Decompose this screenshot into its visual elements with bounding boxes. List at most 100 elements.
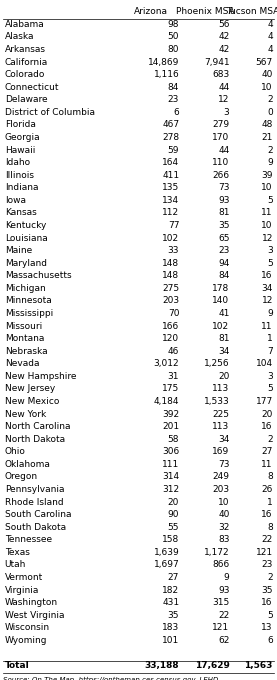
Text: 10: 10	[261, 184, 273, 192]
Text: 17,629: 17,629	[194, 661, 229, 670]
Text: 104: 104	[256, 359, 273, 369]
Text: New Jersey: New Jersey	[5, 384, 55, 394]
Text: 11: 11	[261, 460, 273, 469]
Text: Iowa: Iowa	[5, 196, 26, 205]
Text: 12: 12	[218, 95, 229, 104]
Text: 22: 22	[218, 611, 229, 619]
Text: 35: 35	[168, 611, 179, 619]
Text: Ohio: Ohio	[5, 447, 25, 456]
Text: 46: 46	[168, 347, 179, 356]
Text: South Carolina: South Carolina	[5, 510, 71, 519]
Text: 9: 9	[224, 573, 229, 582]
Text: Wyoming: Wyoming	[5, 636, 47, 645]
Text: 93: 93	[218, 585, 229, 594]
Text: 2: 2	[267, 435, 273, 444]
Text: Vermont: Vermont	[5, 573, 43, 582]
Text: 306: 306	[162, 447, 179, 456]
Text: 7: 7	[267, 347, 273, 356]
Text: Louisiana: Louisiana	[5, 233, 47, 243]
Text: 31: 31	[168, 372, 179, 381]
Text: New York: New York	[5, 409, 46, 419]
Text: 4: 4	[267, 33, 273, 41]
Text: 567: 567	[256, 58, 273, 67]
Text: Maine: Maine	[5, 246, 32, 255]
Text: 83: 83	[218, 535, 229, 544]
Text: 59: 59	[168, 146, 179, 154]
Text: 16: 16	[261, 422, 273, 431]
Text: 81: 81	[218, 208, 229, 218]
Text: 94: 94	[218, 258, 229, 268]
Text: 3,012: 3,012	[153, 359, 179, 369]
Text: Washington: Washington	[5, 598, 58, 607]
Text: 183: 183	[162, 624, 179, 632]
Text: 11: 11	[261, 322, 273, 330]
Text: 1,116: 1,116	[153, 70, 179, 79]
Text: 203: 203	[212, 485, 229, 494]
Text: Phoenix MSA: Phoenix MSA	[176, 7, 235, 16]
Text: Arkansas: Arkansas	[5, 45, 46, 54]
Text: Alaska: Alaska	[5, 33, 34, 41]
Text: 1,172: 1,172	[204, 548, 229, 557]
Text: 135: 135	[162, 184, 179, 192]
Text: 4: 4	[267, 20, 273, 29]
Text: 77: 77	[168, 221, 179, 230]
Text: 169: 169	[212, 447, 229, 456]
Text: Colorado: Colorado	[5, 70, 45, 79]
Text: 392: 392	[162, 409, 179, 419]
Text: 164: 164	[162, 158, 179, 167]
Text: 158: 158	[162, 535, 179, 544]
Text: 177: 177	[256, 397, 273, 406]
Text: Total: Total	[5, 661, 29, 670]
Text: 48: 48	[261, 120, 273, 129]
Text: Tennessee: Tennessee	[5, 535, 52, 544]
Text: Hawaii: Hawaii	[5, 146, 35, 154]
Text: 44: 44	[218, 146, 229, 154]
Text: 58: 58	[168, 435, 179, 444]
Text: 275: 275	[162, 284, 179, 293]
Text: 10: 10	[218, 498, 229, 507]
Text: 16: 16	[261, 271, 273, 280]
Text: 21: 21	[261, 133, 273, 142]
Text: 26: 26	[261, 485, 273, 494]
Text: 102: 102	[162, 233, 179, 243]
Text: 33,188: 33,188	[145, 661, 179, 670]
Text: Montana: Montana	[5, 334, 44, 343]
Text: 134: 134	[162, 196, 179, 205]
Text: 1,256: 1,256	[204, 359, 229, 369]
Text: South Dakota: South Dakota	[5, 523, 66, 532]
Text: Arizona: Arizona	[134, 7, 168, 16]
Text: 98: 98	[168, 20, 179, 29]
Text: 9: 9	[267, 309, 273, 318]
Text: Texas: Texas	[5, 548, 30, 557]
Text: 1: 1	[267, 334, 273, 343]
Text: 7,941: 7,941	[204, 58, 229, 67]
Text: Massachusetts: Massachusetts	[5, 271, 71, 280]
Text: California: California	[5, 58, 48, 67]
Text: 6: 6	[267, 636, 273, 645]
Text: 140: 140	[212, 296, 229, 305]
Text: Nevada: Nevada	[5, 359, 39, 369]
Text: 62: 62	[218, 636, 229, 645]
Text: 50: 50	[168, 33, 179, 41]
Text: 55: 55	[168, 523, 179, 532]
Text: 1,639: 1,639	[153, 548, 179, 557]
Text: 23: 23	[218, 246, 229, 255]
Text: 3: 3	[267, 372, 273, 381]
Text: 14,869: 14,869	[148, 58, 179, 67]
Text: 93: 93	[218, 196, 229, 205]
Text: 56: 56	[218, 20, 229, 29]
Text: Connecticut: Connecticut	[5, 83, 59, 92]
Text: 8: 8	[267, 523, 273, 532]
Text: Utah: Utah	[5, 560, 26, 569]
Text: Rhode Island: Rhode Island	[5, 498, 63, 507]
Text: 8: 8	[267, 473, 273, 481]
Text: Nebraska: Nebraska	[5, 347, 47, 356]
Text: North Dakota: North Dakota	[5, 435, 65, 444]
Text: West Virginia: West Virginia	[5, 611, 64, 619]
Text: 70: 70	[168, 309, 179, 318]
Text: 81: 81	[218, 334, 229, 343]
Text: 44: 44	[218, 83, 229, 92]
Text: 73: 73	[218, 184, 229, 192]
Text: 121: 121	[212, 624, 229, 632]
Text: 6: 6	[173, 108, 179, 117]
